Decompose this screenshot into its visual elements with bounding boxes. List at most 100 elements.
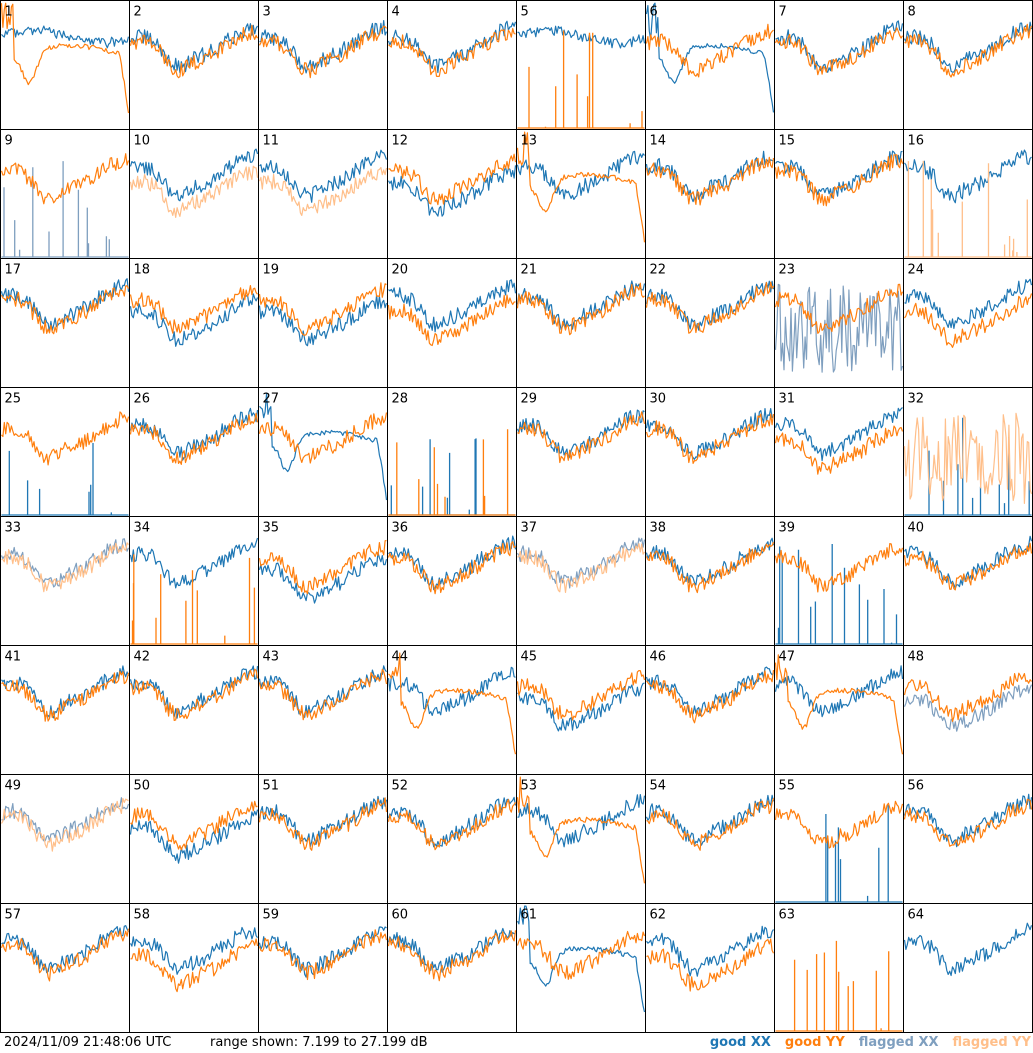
panel-label: 30 <box>650 392 667 407</box>
panel-31: 31 <box>774 387 904 517</box>
series-xx-line <box>903 21 1033 73</box>
panel-label: 29 <box>521 392 538 407</box>
panel-label: 53 <box>521 779 538 794</box>
panel-frame <box>0 387 130 517</box>
series-yy-line <box>516 670 646 721</box>
panel-label: 50 <box>134 779 151 794</box>
panel-label: 59 <box>263 908 280 923</box>
legend-flagged-xx: flagged XX <box>859 1033 939 1053</box>
legend-good-xx: good XX <box>710 1033 771 1053</box>
panel-53: 53 <box>516 774 646 904</box>
panel-33: 33 <box>0 516 130 646</box>
series-yy-line <box>774 154 904 207</box>
panel-30: 30 <box>645 387 775 517</box>
series-xx-line <box>903 922 1033 977</box>
panel-62: 62 <box>645 903 775 1033</box>
panel-label: 63 <box>779 908 796 923</box>
panel-43: 43 <box>258 645 388 775</box>
panel-label: 35 <box>263 521 280 536</box>
panel-label: 21 <box>521 263 538 278</box>
series-xx-line <box>259 149 388 203</box>
series-xx-line <box>129 665 259 719</box>
panel-13: 13 <box>516 129 646 259</box>
legend-good-xx-pol: XX <box>750 1035 771 1050</box>
panel-12: 12 <box>387 129 517 259</box>
panel-15: 15 <box>774 129 904 259</box>
panel-frame <box>129 645 259 775</box>
panel-56: 56 <box>903 774 1033 904</box>
panel-label: 31 <box>779 392 796 407</box>
panel-frame <box>774 0 904 130</box>
legend-good-yy: good YY <box>785 1033 845 1053</box>
series-yy-line <box>517 543 646 593</box>
panel-24: 24 <box>903 258 1033 388</box>
legend-flagged-xx-label: flagged <box>858 1035 914 1050</box>
series-yy-line <box>388 429 516 516</box>
series-yy-line <box>516 930 646 980</box>
range-label: range shown: 7.199 to 27.199 dB <box>210 1035 428 1050</box>
panel-frame <box>387 387 517 517</box>
panel-label: 23 <box>779 263 796 278</box>
panel-2: 2 <box>129 0 259 130</box>
panel-label: 18 <box>134 263 151 278</box>
panel-frame <box>903 645 1033 775</box>
series-yy-line <box>774 27 904 76</box>
series-yy-line <box>904 160 1032 258</box>
panel-label: 28 <box>392 392 409 407</box>
series-xx-line <box>517 682 645 732</box>
series-yy-line <box>388 28 516 77</box>
panel-frame <box>129 129 259 259</box>
panel-frame <box>387 129 517 259</box>
series-yy-line <box>129 24 259 79</box>
timestamp: 2024/11/09 21:48:06 UTC <box>4 1035 172 1050</box>
panel-label: 41 <box>5 650 22 665</box>
panel-label: 47 <box>779 650 796 665</box>
legend-flagged-yy-label: flagged <box>952 1035 1008 1050</box>
series-xx-line <box>258 665 387 718</box>
series-yy-line <box>774 425 904 475</box>
panel-frame <box>0 774 130 904</box>
panel-label: 11 <box>263 134 280 149</box>
series-xx-line <box>904 149 1032 204</box>
panel-label: 44 <box>392 650 409 665</box>
panel-frame <box>645 774 775 904</box>
series-yy-line <box>1 670 130 722</box>
panel-frame <box>0 258 130 388</box>
series-yy-line <box>387 294 516 347</box>
panel-frame <box>258 129 388 259</box>
series-yy-line <box>903 412 1033 504</box>
panel-label: 25 <box>5 392 22 407</box>
panel-55: 55 <box>774 774 904 904</box>
series-yy-line <box>0 2 130 114</box>
series-yy-line <box>0 153 130 205</box>
legend-good-yy-pol: YY <box>825 1035 845 1050</box>
panel-6: 6 <box>645 0 775 130</box>
legend-flagged-xx-pol: XX <box>918 1035 939 1050</box>
panel-frame <box>903 903 1033 1033</box>
panel-52: 52 <box>387 774 517 904</box>
panel-label: 38 <box>650 521 667 536</box>
panel-label: 26 <box>134 392 151 407</box>
series-yy-line <box>516 776 646 884</box>
series-xx-line <box>516 150 645 200</box>
panel-frame <box>645 387 775 517</box>
series-yy-line <box>258 25 387 79</box>
series-xx-line <box>775 544 903 645</box>
series-yy-line <box>774 654 904 755</box>
panel-frame <box>516 903 646 1033</box>
panel-label: 34 <box>134 521 151 536</box>
series-xx-line <box>774 283 904 373</box>
panel-42: 42 <box>129 645 259 775</box>
series-xx-line <box>516 905 646 1013</box>
series-yy-line <box>517 411 646 464</box>
panel-5: 5 <box>516 0 646 130</box>
panel-57: 57 <box>0 903 130 1033</box>
panel-61: 61 <box>516 903 646 1033</box>
panel-frame <box>645 129 775 259</box>
panel-label: 61 <box>521 908 538 923</box>
series-yy-line <box>387 930 517 982</box>
panel-59: 59 <box>258 903 388 1033</box>
panel-label: 52 <box>392 779 409 794</box>
panel-label: 20 <box>392 263 409 278</box>
panel-label: 49 <box>5 779 22 794</box>
